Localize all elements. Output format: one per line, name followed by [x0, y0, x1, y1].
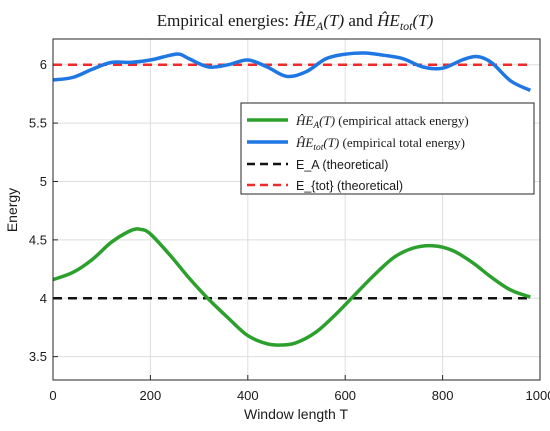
- title-symbol-2: ĤE: [376, 11, 400, 30]
- y-tick-label: 5: [40, 174, 47, 189]
- x-tick-label: 400: [237, 388, 259, 403]
- x-tick-label: 1000: [526, 388, 550, 403]
- y-tick-label: 6: [40, 57, 47, 72]
- y-tick-label: 4: [40, 291, 47, 306]
- title-mid: and: [344, 11, 377, 30]
- x-tick-label: 600: [334, 388, 356, 403]
- plot-area-frame: [52, 38, 541, 381]
- legend-label-attack: ĤEA(T) (empirical attack energy): [295, 113, 469, 131]
- legend-label-total: ĤEtot(T) (empirical total energy): [295, 135, 465, 153]
- chart-title: Empirical energies: ĤEA(T) and ĤEtot(T): [157, 11, 434, 33]
- x-tick-label: 800: [432, 388, 454, 403]
- y-tick-label: 3.5: [29, 349, 47, 364]
- legend-box: [240, 102, 535, 195]
- title-symbol-1: ĤE: [292, 11, 316, 30]
- x-tick-label: 0: [49, 388, 56, 403]
- legend: ĤEA(T) (empirical attack energy) ĤEtot(T…: [240, 102, 535, 195]
- series-line-attack-empirical: [52, 227, 531, 347]
- title-subscript-2: tot: [400, 19, 413, 33]
- y-axis-label: Energy: [4, 188, 20, 232]
- y-tick-label: 4.5: [29, 232, 47, 247]
- title-arg-2: (T): [413, 11, 434, 30]
- grid: [52, 39, 541, 380]
- y-tick-label: 5.5: [29, 116, 47, 131]
- series-line-total-empirical: [52, 51, 532, 92]
- legend-label-etot-theoretical: E_{tot} (theoretical): [296, 179, 403, 193]
- x-tick-label: 200: [140, 388, 162, 403]
- title-arg-1: (T): [323, 11, 344, 30]
- x-axis-label: Window length T: [244, 406, 348, 422]
- series-layer: [52, 51, 532, 347]
- title-subscript-1: A: [315, 19, 324, 33]
- title-prefix: Empirical energies:: [157, 11, 294, 30]
- legend-label-ea-theoretical: E_A (theoretical): [296, 158, 388, 172]
- tick-labels: 0 200 400 600 800 1000 3.5 4 4.5 5 5.5 6: [29, 57, 550, 403]
